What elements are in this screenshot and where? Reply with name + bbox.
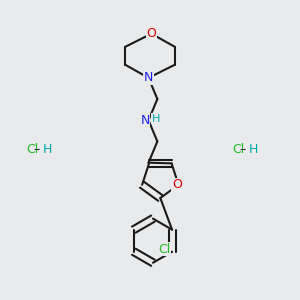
Text: Cl: Cl xyxy=(26,143,39,157)
Text: –: – xyxy=(240,142,246,156)
Text: –: – xyxy=(34,142,40,156)
Text: N: N xyxy=(144,71,153,84)
Text: H: H xyxy=(249,143,258,157)
Text: N: N xyxy=(140,114,150,127)
Text: O: O xyxy=(146,27,156,40)
Text: O: O xyxy=(172,178,182,191)
Text: H: H xyxy=(152,114,160,124)
Text: H: H xyxy=(43,143,52,157)
Text: Cl: Cl xyxy=(232,143,245,157)
Text: Cl: Cl xyxy=(159,243,171,256)
